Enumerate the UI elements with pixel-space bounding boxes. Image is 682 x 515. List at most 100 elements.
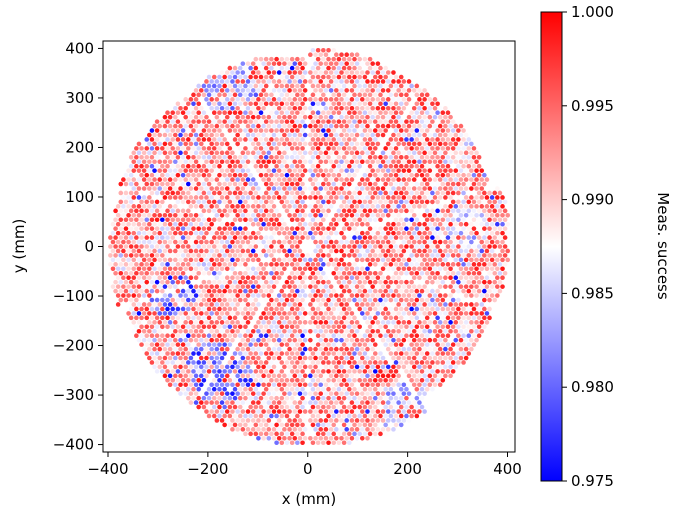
fiber-point xyxy=(339,186,344,191)
fiber-point xyxy=(245,427,251,432)
fiber-point xyxy=(141,168,147,173)
fiber-point xyxy=(479,266,485,272)
fiber-point xyxy=(443,123,448,129)
fiber-point xyxy=(178,257,183,263)
fiber-point xyxy=(336,181,342,187)
fiber-point xyxy=(461,172,466,178)
fiber-point xyxy=(492,288,498,294)
fiber-point xyxy=(193,114,199,120)
fiber-point xyxy=(370,230,375,236)
fiber-point xyxy=(354,373,360,379)
fiber-point xyxy=(357,378,362,383)
fiber-point xyxy=(167,337,173,343)
fiber-point xyxy=(339,284,344,289)
fiber-point xyxy=(178,302,183,307)
fiber-point xyxy=(463,284,469,289)
fiber-point xyxy=(248,333,253,339)
fiber-point xyxy=(193,400,199,405)
fiber-point xyxy=(448,311,453,316)
fiber-point xyxy=(193,168,199,173)
fiber-point xyxy=(359,284,365,289)
fiber-point xyxy=(424,235,430,240)
fiber-point xyxy=(424,146,430,151)
fiber-point xyxy=(266,346,272,352)
fiber-point xyxy=(354,320,360,325)
fiber-point xyxy=(209,391,214,396)
fiber-point xyxy=(461,270,466,276)
fiber-point xyxy=(456,351,461,356)
fiber-point xyxy=(245,177,251,182)
fiber-point xyxy=(318,257,324,263)
fiber-point xyxy=(396,373,401,379)
fiber-point xyxy=(453,150,459,156)
fiber-point xyxy=(424,119,430,124)
fiber-point xyxy=(349,266,355,272)
fiber-point xyxy=(170,226,176,231)
fiber-point xyxy=(240,320,246,325)
fiber-point xyxy=(235,105,240,111)
fiber-point xyxy=(160,235,165,240)
fiber-point xyxy=(193,266,199,272)
fiber-point xyxy=(173,195,178,200)
fiber-point xyxy=(336,155,342,160)
fiber-point xyxy=(445,146,451,151)
fiber-point xyxy=(188,221,194,227)
fiber-point xyxy=(157,320,163,325)
fiber-point xyxy=(331,190,337,196)
fiber-point xyxy=(308,204,313,209)
fiber-point xyxy=(175,342,181,347)
fiber-point xyxy=(173,168,178,173)
fiber-point xyxy=(388,351,394,356)
fiber-point xyxy=(331,395,337,401)
fiber-point xyxy=(388,422,394,428)
fiber-point xyxy=(352,235,357,240)
fiber-point xyxy=(297,141,303,147)
fiber-point xyxy=(396,400,401,405)
fiber-point xyxy=(461,190,466,196)
fiber-point xyxy=(279,199,285,205)
fiber-point xyxy=(173,293,178,298)
fiber-point xyxy=(271,177,277,182)
fiber-point xyxy=(458,302,464,307)
fiber-point xyxy=(178,123,183,129)
fiber-point xyxy=(458,346,464,352)
fiber-point xyxy=(367,181,373,187)
fiber-point xyxy=(295,333,300,339)
fiber-point xyxy=(401,221,407,227)
fiber-point xyxy=(502,217,508,223)
fiber-point xyxy=(204,159,209,165)
fiber-point xyxy=(339,373,344,379)
fiber-point xyxy=(139,163,144,169)
fiber-point xyxy=(289,190,295,196)
fiber-point xyxy=(474,177,479,182)
fiber-point xyxy=(479,221,485,227)
fiber-point xyxy=(321,137,326,142)
fiber-point xyxy=(284,119,290,124)
fiber-point xyxy=(450,208,456,214)
fiber-point xyxy=(302,382,308,388)
fiber-point xyxy=(134,288,139,294)
fiber-point xyxy=(147,186,152,191)
fiber-point xyxy=(256,364,261,370)
fiber-point xyxy=(175,110,181,115)
fiber-point xyxy=(284,181,290,187)
fiber-point xyxy=(121,275,126,281)
fiber-point xyxy=(310,342,316,347)
fiber-point xyxy=(469,204,474,209)
fiber-point xyxy=(121,266,126,272)
fiber-point xyxy=(411,257,417,263)
fiber-point xyxy=(367,74,373,80)
fiber-point xyxy=(448,284,453,289)
fiber-point xyxy=(258,369,264,374)
fiber-point xyxy=(417,355,422,361)
fiber-point xyxy=(310,306,316,312)
fiber-point xyxy=(243,217,248,223)
fiber-point xyxy=(186,360,191,365)
fiber-point xyxy=(211,217,217,223)
fiber-point xyxy=(466,163,472,169)
fiber-point xyxy=(370,248,375,254)
fiber-point xyxy=(339,61,344,66)
fiber-point xyxy=(121,284,126,289)
fiber-point xyxy=(147,320,152,325)
fiber-point xyxy=(232,101,238,107)
